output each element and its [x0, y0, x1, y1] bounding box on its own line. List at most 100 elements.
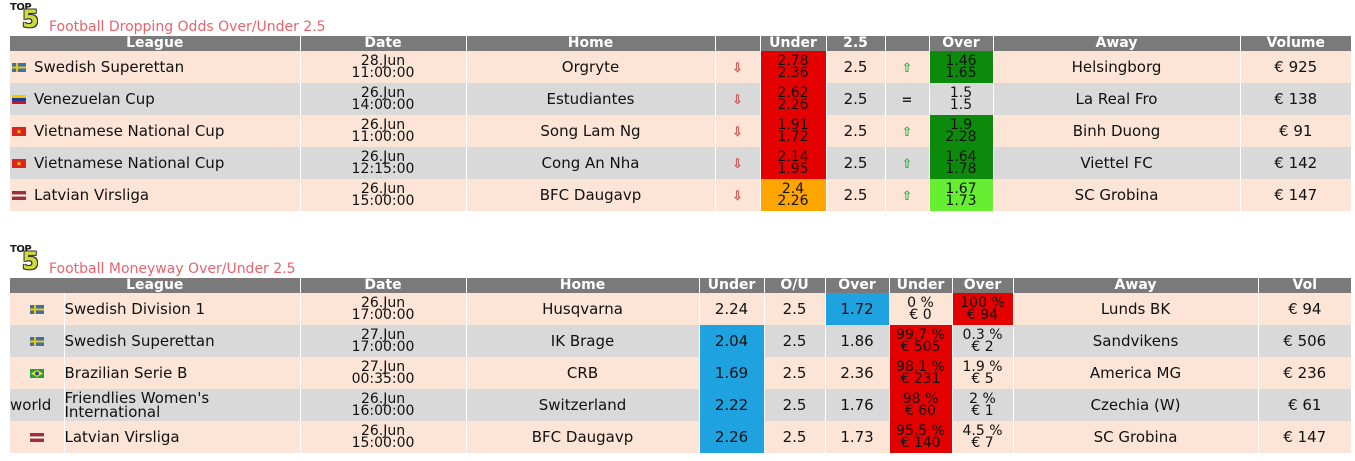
league-name: Swedish Superettan: [34, 58, 185, 76]
away-team[interactable]: Helsingborg: [992, 51, 1240, 83]
league-cell: Latvian Virsliga: [10, 179, 300, 211]
over-odds-new: 1.78: [945, 161, 977, 177]
league-name-text: Friendlies Women's International: [64, 389, 210, 421]
table-row[interactable]: Swedish Division 1 26.Jun 17:00:00 Husqvarn…: [10, 293, 1352, 325]
match-date: 26.Jun: [360, 117, 406, 133]
two-line-value: 98 % € 60: [890, 389, 952, 421]
col-header-under[interactable]: Under: [759, 36, 826, 51]
under-odds-new: 1.95: [777, 161, 809, 177]
two-line-value: 26.Jun 12:15:00: [301, 147, 466, 179]
col-header-away[interactable]: Away: [1012, 278, 1259, 293]
table-row[interactable]: Latvian Virsliga 26.Jun 15:00:00 BFC Daugav…: [10, 179, 1351, 211]
col-header-over[interactable]: Over: [928, 36, 993, 51]
col-header-under-odds[interactable]: Under: [698, 278, 765, 293]
table-row[interactable]: Vietnamese National Cup 26.Jun 11:00:00 Son…: [10, 115, 1351, 147]
col-header-league[interactable]: League: [10, 36, 300, 51]
away-team[interactable]: Lunds BK: [1012, 293, 1259, 325]
col-header-away[interactable]: Away: [992, 36, 1240, 51]
away-team[interactable]: SC Grobina: [1012, 421, 1259, 453]
two-line-value: 4.5 % € 7: [953, 421, 1013, 453]
moneyway-header-row: League Date Home Under O/U Over Under Ov…: [10, 278, 1352, 293]
away-team[interactable]: La Real Fro: [992, 83, 1240, 115]
under-arrow-icon: ⇩: [714, 147, 760, 179]
under-money-amount: € 60: [904, 403, 937, 419]
two-line-value: 100 % € 94: [953, 293, 1013, 325]
under-odds-cell: 2.22: [698, 389, 765, 421]
col-header-over-money[interactable]: Over: [951, 278, 1014, 293]
match-time: 16:00:00: [351, 403, 415, 419]
away-team[interactable]: America MG: [1012, 357, 1259, 389]
latvian-flag-icon: [29, 428, 44, 446]
col-header-under-money[interactable]: Under: [888, 278, 953, 293]
away-team[interactable]: Binh Duong: [992, 115, 1240, 147]
brazilian-flag-icon: [29, 364, 44, 382]
away-team[interactable]: Viettel FC: [992, 147, 1240, 179]
away-team[interactable]: Sandvikens: [1012, 325, 1259, 357]
table-row[interactable]: Latvian Virsliga 26.Jun 15:00:00 BFC Daugav…: [10, 421, 1352, 453]
under-odds-old: 2.78: [777, 53, 809, 69]
two-line-value: 26.Jun 17:00:00: [301, 293, 466, 325]
volume-cell: € 147: [1239, 179, 1351, 211]
home-team[interactable]: CRB: [465, 357, 700, 389]
table-row[interactable]: Venezuelan Cup 26.Jun 14:00:00 Estudiantes ⇩…: [10, 83, 1351, 115]
away-team[interactable]: SC Grobina: [992, 179, 1240, 211]
col-header-date[interactable]: Date: [299, 36, 466, 51]
under-money-cell: 98 % € 60: [888, 389, 953, 421]
col-header-league[interactable]: League: [10, 278, 301, 293]
under-money-percent: 98.1 %: [896, 359, 945, 375]
table-row[interactable]: Vietnamese National Cup 26.Jun 12:15:00 Con…: [10, 147, 1351, 179]
latvian-flag-icon: [12, 186, 26, 204]
home-team[interactable]: Estudiantes: [465, 83, 715, 115]
home-team[interactable]: Cong An Nha: [465, 147, 715, 179]
two-line-value: 1.9 % € 5: [953, 357, 1013, 389]
two-line-value: 26.Jun 11:00:00: [301, 115, 466, 147]
over-money-cell: 0.3 % € 2: [951, 325, 1014, 357]
under-arrow-icon: ⇩: [714, 179, 760, 211]
col-header-home[interactable]: Home: [465, 278, 700, 293]
table-row[interactable]: Brazilian Serie B 27.Jun 00:35:00 CRB 1.69 2.…: [10, 357, 1352, 389]
flag-cell: [10, 357, 64, 389]
vol-cell: € 94: [1257, 293, 1352, 325]
match-date: 26.Jun: [360, 85, 406, 101]
col-header-vol[interactable]: Vol: [1257, 278, 1352, 293]
under-odds-cell: 2.24: [698, 293, 765, 325]
col-header-home[interactable]: Home: [465, 36, 715, 51]
volume-cell: € 925: [1239, 51, 1351, 83]
home-team[interactable]: IK Brage: [465, 325, 700, 357]
dropping-odds-section: TOP 5 Football Dropping Odds Over/Under …: [10, 0, 1351, 211]
two-line-value: 1.5 1.5: [930, 83, 993, 115]
col-header-line[interactable]: 2.5: [825, 36, 885, 51]
home-team[interactable]: BFC Daugavp: [465, 421, 700, 453]
col-header-date[interactable]: Date: [299, 278, 467, 293]
top5-logo: TOP 5: [10, 244, 46, 276]
away-team[interactable]: Czechia (W): [1012, 389, 1259, 421]
home-team[interactable]: Husqvarna: [465, 293, 700, 325]
col-header-ou[interactable]: O/U: [763, 278, 826, 293]
table-row[interactable]: Swedish Superettan 27.Jun 17:00:00 IK Brage…: [10, 325, 1352, 357]
home-team[interactable]: Song Lam Ng: [465, 115, 715, 147]
home-team[interactable]: Orgryte: [465, 51, 715, 83]
volume-cell: € 91: [1239, 115, 1351, 147]
col-header-over-odds[interactable]: Over: [824, 278, 890, 293]
two-line-value: 1.9 2.28: [930, 115, 993, 147]
col-header-volume[interactable]: Volume: [1239, 36, 1351, 51]
table-row[interactable]: world Friendlies Women's International 26.…: [10, 389, 1352, 421]
match-time: 11:00:00: [351, 129, 415, 145]
swedish-flag-icon: [29, 332, 44, 350]
over-odds-cell: 1.67 1.73: [928, 179, 993, 211]
match-time: 15:00:00: [351, 193, 415, 209]
date-cell: 26.Jun 15:00:00: [299, 421, 467, 453]
over-odds-cell: 1.9 2.28: [928, 115, 993, 147]
up-arrow-icon: ⇧: [901, 125, 913, 140]
under-odds-cell: 2.4 2.26: [759, 179, 826, 211]
under-money-cell: 98.1 % € 231: [888, 357, 953, 389]
home-team[interactable]: Switzerland: [465, 389, 700, 421]
match-date: 27.Jun: [360, 327, 406, 343]
over-odds-cell: 1.86: [824, 325, 890, 357]
over-money-amount: € 1: [971, 403, 994, 419]
home-team[interactable]: BFC Daugavp: [465, 179, 715, 211]
table-row[interactable]: Swedish Superettan 28.Jun 11:00:00 Orgryte ⇩…: [10, 51, 1351, 83]
dropping-odds-title-row: TOP 5 Football Dropping Odds Over/Under …: [10, 0, 1351, 36]
under-odds-cell: 2.62 2.26: [759, 83, 826, 115]
over-arrow-icon: ⇧: [884, 147, 929, 179]
